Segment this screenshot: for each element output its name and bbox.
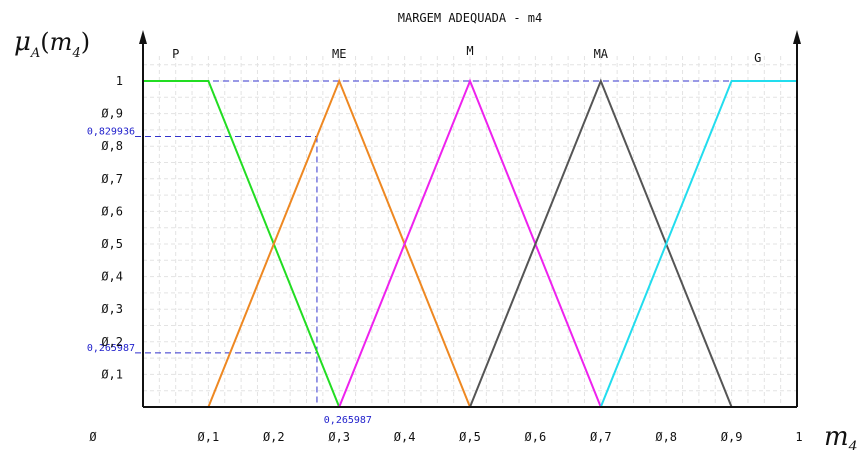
tick-labels: Ø,1 Ø,2 Ø,3 Ø,4 Ø,5 Ø,6 Ø,7 Ø,8 Ø,9 1 Ø Ø,1 Ø,2 Ø,3 Ø,…: [89, 74, 802, 444]
x-axis-label: m4: [824, 422, 858, 450]
right-axis-arrow: [793, 30, 801, 44]
y-tick-label: Ø,6: [101, 204, 123, 218]
reference-x-label: 0,265987: [324, 415, 372, 426]
series-label-m: M: [466, 44, 473, 58]
y-axis-label-mu: μ: [14, 27, 31, 57]
series-labels: P ME M MA G: [172, 44, 761, 65]
y-tick-label: Ø,8: [101, 139, 123, 153]
series-line-m: [338, 78, 602, 408]
x-tick-label: Ø,9: [721, 430, 743, 444]
x-axis-label-var: m: [824, 422, 849, 450]
x-tick-label: 1: [795, 430, 802, 444]
y-tick-label: Ø,9: [101, 107, 123, 121]
series-label-g: G: [754, 51, 761, 65]
x-tick-label: Ø,2: [263, 430, 285, 444]
y-tick-label: Ø,2: [101, 335, 123, 349]
x-tick-label: Ø: [89, 430, 97, 444]
series-label-ma: MA: [594, 47, 609, 61]
x-tick-label: Ø,1: [198, 430, 220, 444]
axes: [139, 30, 801, 408]
y-axis-label: μA(m4): [14, 27, 90, 61]
y-tick-label: Ø,5: [101, 237, 123, 251]
reference-value-label: 0,265987: [87, 343, 135, 354]
series-line-p: [143, 80, 341, 408]
y-axis-arrow: [139, 30, 147, 44]
x-tick-label: Ø,8: [655, 430, 677, 444]
y-tick-label: Ø,7: [101, 172, 123, 186]
grid: [143, 56, 797, 407]
series-label-p: P: [172, 47, 179, 61]
series-lines: [143, 78, 797, 408]
x-tick-label: Ø,3: [328, 430, 350, 444]
series-line-g: [599, 80, 797, 408]
series-line-ma: [469, 78, 733, 408]
x-axis-label-sub: 4: [848, 439, 858, 450]
y-axis-label-sub-a: A: [30, 46, 40, 61]
y-tick-label: 1: [116, 74, 123, 88]
y-tick-label: Ø,3: [101, 302, 123, 316]
y-tick-label: Ø,4: [101, 270, 123, 284]
x-tick-label: Ø,6: [525, 430, 547, 444]
y-tick-label: Ø,1: [101, 367, 123, 381]
reference-lines: 0,829936 0,265987 0,265987: [87, 80, 797, 426]
y-axis-label-sub-var: 4: [71, 46, 80, 61]
x-tick-label: Ø,4: [394, 430, 416, 444]
y-axis-label-var: m: [50, 28, 73, 56]
chart-title: MARGEM ADEQUADA - m4: [398, 11, 543, 25]
x-tick-label: Ø,7: [590, 430, 612, 444]
series-line-me: [207, 78, 471, 408]
x-tick-label: Ø,5: [459, 430, 481, 444]
series-label-me: ME: [332, 47, 346, 61]
reference-value-label: 0,829936: [87, 126, 135, 137]
